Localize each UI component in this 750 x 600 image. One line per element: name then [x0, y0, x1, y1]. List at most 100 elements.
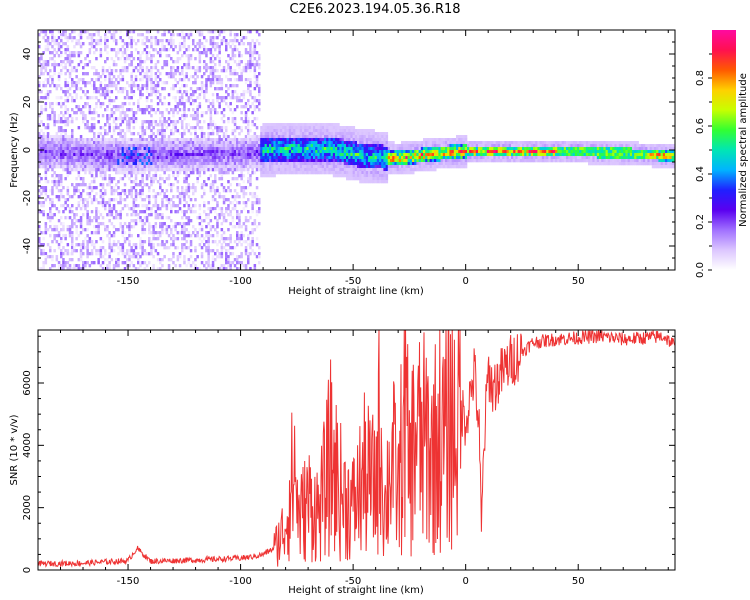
spectrogram-cell	[115, 39, 118, 43]
spectrogram-cell	[211, 240, 215, 244]
spectrogram-cell	[167, 201, 171, 205]
spectrogram-cell	[273, 138, 276, 142]
spectrogram-cell	[130, 171, 133, 175]
spectrogram-cell	[104, 39, 107, 43]
spectrogram-cell	[77, 165, 81, 169]
spectrogram-cell	[161, 48, 164, 52]
spectrogram-cell	[121, 45, 125, 49]
spectrogram-cell	[222, 39, 226, 43]
spectrogram-cell	[49, 75, 52, 79]
spectrogram-cell	[62, 33, 65, 37]
spectrogram-cell	[225, 219, 228, 223]
spectrogram-cell	[181, 150, 184, 154]
spectrogram-cell	[126, 141, 129, 145]
spectrogram-cell	[130, 153, 133, 157]
spectrogram-cell	[229, 168, 232, 172]
spectrogram-cell	[253, 66, 257, 70]
spectrogram-cell	[247, 66, 250, 70]
spectrogram-cell	[152, 120, 155, 124]
spectrogram-cell	[304, 135, 307, 139]
spectrogram-cell	[319, 147, 323, 151]
spectrogram-cell	[60, 135, 63, 139]
spectrogram-cell	[112, 168, 116, 172]
spectrogram-cell	[295, 135, 298, 139]
spectrogram-cell	[337, 144, 340, 148]
spectrogram-cell	[77, 171, 81, 175]
spectrogram-cell	[150, 84, 153, 88]
spectrogram-cell	[174, 150, 177, 154]
spectrogram-cell	[242, 264, 246, 268]
spectrogram-cell	[192, 156, 195, 160]
spectrogram-cell	[238, 174, 241, 178]
spectrogram-cell	[209, 189, 213, 193]
spectrogram-cell	[152, 153, 155, 157]
spectrogram-cell	[372, 156, 375, 160]
spectrogram-cell	[143, 141, 147, 145]
spectrogram-cell	[341, 126, 345, 130]
spectrogram-cell	[145, 84, 149, 88]
spectrogram-cell	[99, 201, 103, 205]
spectrogram-cell	[49, 153, 52, 157]
spectrogram-cell	[264, 144, 268, 148]
spectrogram-cell	[79, 78, 83, 82]
spectrogram-cell	[266, 168, 270, 172]
spectrogram-cell	[38, 141, 41, 145]
spectrogram-cell	[148, 78, 151, 82]
spectrogram-cell	[64, 141, 67, 145]
spectrogram-cell	[231, 144, 235, 148]
spectrogram-cell	[222, 96, 226, 100]
spectrogram-cell	[112, 159, 116, 163]
spectrogram-cell	[196, 141, 199, 145]
spectrogram-cell	[90, 33, 94, 37]
spectrogram-cell	[339, 156, 342, 160]
spectrogram-cell	[330, 129, 334, 133]
spectrogram-cell	[196, 108, 199, 112]
spectrogram-cell	[38, 135, 41, 139]
spectrogram-cell	[178, 252, 182, 256]
spectrogram-cell	[152, 81, 155, 85]
spectrogram-cell	[167, 135, 171, 139]
spectrogram-cell	[291, 147, 294, 151]
spectrogram-cell	[330, 144, 334, 148]
spectrogram-cell	[139, 78, 142, 82]
spectrogram-cell	[183, 36, 186, 40]
spectrogram-cell	[101, 240, 105, 244]
spectrogram-cell	[99, 213, 103, 217]
spectrogram-cell	[332, 168, 336, 172]
spectrogram-cell	[238, 42, 241, 46]
spectrogram-cell	[211, 261, 215, 265]
spectrogram-cell	[145, 99, 149, 103]
spectrogram-cell	[370, 153, 373, 157]
spectrogram-cell	[121, 189, 125, 193]
spectrogram-cell	[150, 108, 153, 112]
spectrogram-cell	[143, 84, 147, 88]
spectrogram-cell	[71, 54, 74, 58]
spectrogram-cell	[214, 57, 217, 61]
spectrogram-cell	[71, 159, 74, 163]
spectrogram-cell	[363, 138, 367, 142]
spectrogram-cell	[185, 159, 188, 163]
spectrogram-cell	[99, 255, 103, 259]
spectrogram-cell	[156, 123, 160, 127]
spectrogram-cell	[225, 45, 228, 49]
spectrogram-cell	[233, 135, 237, 139]
spectrogram-cell	[310, 147, 314, 151]
spectrogram-cell	[86, 81, 89, 85]
spectrogram-cell	[244, 51, 248, 55]
spectrogram-cell	[95, 87, 98, 91]
spectrogram-cell	[337, 162, 340, 166]
spectrogram-cell	[68, 195, 72, 199]
spectrogram-cell	[84, 93, 87, 97]
spectrogram-cell	[84, 147, 87, 151]
spectrogram-cell	[227, 93, 230, 97]
spectrogram-cell	[251, 210, 254, 214]
spectrogram-cell	[330, 165, 334, 169]
spectrogram-cell	[134, 189, 138, 193]
spectrogram-cell	[156, 258, 160, 262]
spectrogram-cell	[205, 261, 208, 265]
spectrogram-cell	[106, 69, 109, 73]
spectrogram-cell	[44, 126, 48, 130]
spectrogram-cell	[372, 135, 375, 139]
spectrogram-cell	[315, 126, 318, 130]
spectrogram-cell	[88, 60, 92, 64]
